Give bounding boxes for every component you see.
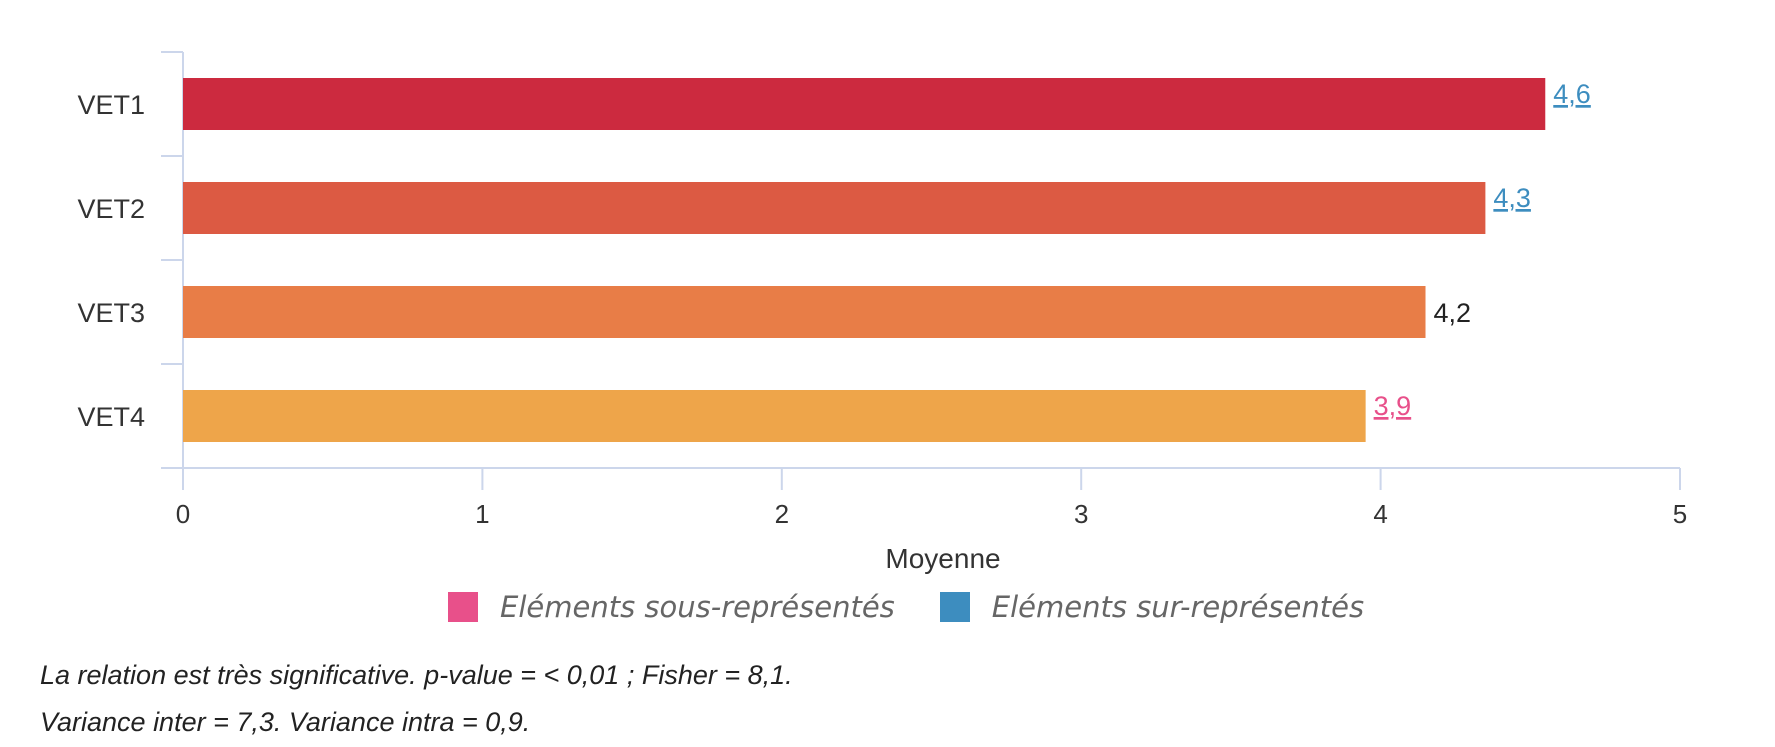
x-tick-label: 5 bbox=[1673, 499, 1687, 529]
data-label[interactable]: 4,3 bbox=[1493, 183, 1531, 213]
chart-bars bbox=[183, 78, 1546, 442]
legend: Eléments sous-représentés Eléments sur-r… bbox=[448, 590, 1409, 624]
x-tick-label: 3 bbox=[1074, 499, 1088, 529]
statistics-notes: La relation est très significative. p-va… bbox=[40, 652, 793, 746]
variance-note: Variance inter = 7,3. Variance intra = 0… bbox=[40, 707, 531, 737]
category-label: VET1 bbox=[77, 90, 145, 120]
legend-label-over: Eléments sur-représentés bbox=[991, 590, 1365, 624]
significance-note: La relation est très significative. p-va… bbox=[40, 660, 793, 690]
legend-swatch-over bbox=[939, 592, 970, 622]
x-tick-label: 0 bbox=[176, 499, 190, 529]
legend-item-under[interactable]: Eléments sous-représentés bbox=[448, 590, 895, 624]
x-tick-label: 1 bbox=[475, 499, 489, 529]
bar-vet3[interactable] bbox=[183, 286, 1426, 338]
x-tick-label: 2 bbox=[775, 499, 789, 529]
legend-label-under: Eléments sous-représentés bbox=[500, 590, 895, 624]
data-label[interactable]: 3,9 bbox=[1374, 391, 1412, 421]
data-label[interactable]: 4,6 bbox=[1553, 79, 1591, 109]
chart-labels: 0 1 2 3 4 5 VET1 4,6 VET2 4,3 VET3 4,2 VET4 3,9 bbox=[77, 79, 1687, 529]
legend-swatch-under bbox=[448, 592, 478, 622]
bar-vet4[interactable] bbox=[183, 390, 1366, 442]
x-axis-title: Moyenne bbox=[885, 543, 1000, 574]
legend-item-over[interactable]: Eléments sur-représentés bbox=[939, 590, 1365, 624]
category-label: VET4 bbox=[77, 402, 145, 432]
category-label: VET2 bbox=[77, 194, 145, 224]
category-label: VET3 bbox=[77, 298, 145, 328]
bar-vet2[interactable] bbox=[183, 182, 1486, 234]
x-tick-label: 4 bbox=[1373, 499, 1387, 529]
data-label: 4,2 bbox=[1434, 298, 1472, 328]
bar-vet1[interactable] bbox=[183, 78, 1546, 130]
bar-chart: 0 1 2 3 4 5 VET1 4,6 VET2 4,3 VET3 4,2 VET4 3,9 Moyen… bbox=[77, 51, 1687, 574]
